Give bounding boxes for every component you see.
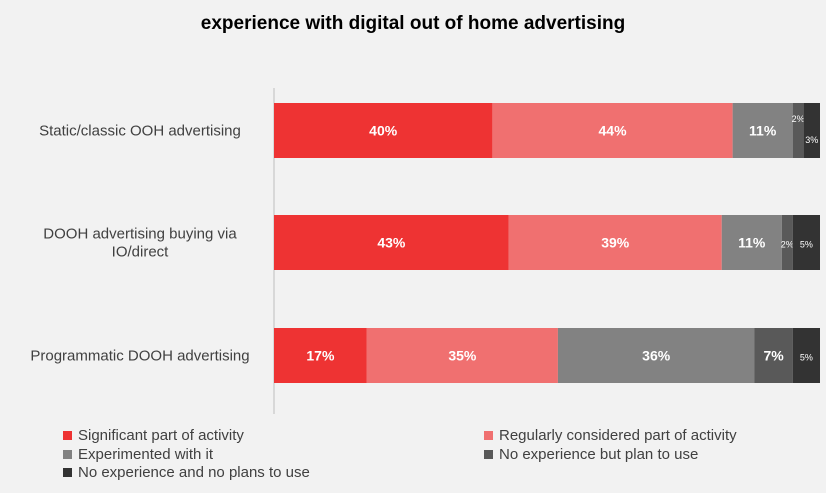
data-label: 39% (601, 235, 630, 251)
data-label: 40% (369, 123, 398, 139)
data-label: 43% (377, 235, 406, 251)
data-label: 17% (306, 348, 335, 364)
bar-segment (754, 328, 793, 383)
bar-segment (274, 215, 509, 270)
data-label: 35% (448, 348, 477, 364)
category-label: Static/classic OOH advertising (39, 123, 241, 140)
data-label: 5% (800, 240, 813, 250)
data-label: 2% (781, 240, 794, 250)
bar-segment (366, 328, 558, 383)
data-label: 44% (599, 123, 628, 139)
data-label: 11% (738, 235, 766, 251)
bar-segment (781, 215, 793, 270)
chart-title: experience with digital out of home adve… (200, 13, 626, 34)
bar-segment (274, 328, 367, 383)
bar-segment (274, 103, 493, 158)
data-label: 2% (792, 114, 805, 124)
bar-segment (508, 215, 722, 270)
bar-segment (792, 103, 804, 158)
data-label: 7% (763, 348, 784, 364)
bar-segment (732, 103, 793, 158)
category-label: Programmatic DOOH advertising (30, 348, 249, 365)
data-label: 11% (749, 123, 777, 139)
bar-segment (792, 328, 820, 383)
data-label: 5% (800, 353, 813, 363)
bar-segment (721, 215, 782, 270)
data-label: 36% (642, 348, 671, 364)
bar-segment (792, 215, 820, 270)
data-label: 3% (805, 135, 818, 145)
category-label: DOOH advertising buying via IO/direct (43, 226, 237, 261)
bar-segment (492, 103, 733, 158)
bar-segment (557, 328, 755, 383)
bar-segment (803, 103, 820, 158)
